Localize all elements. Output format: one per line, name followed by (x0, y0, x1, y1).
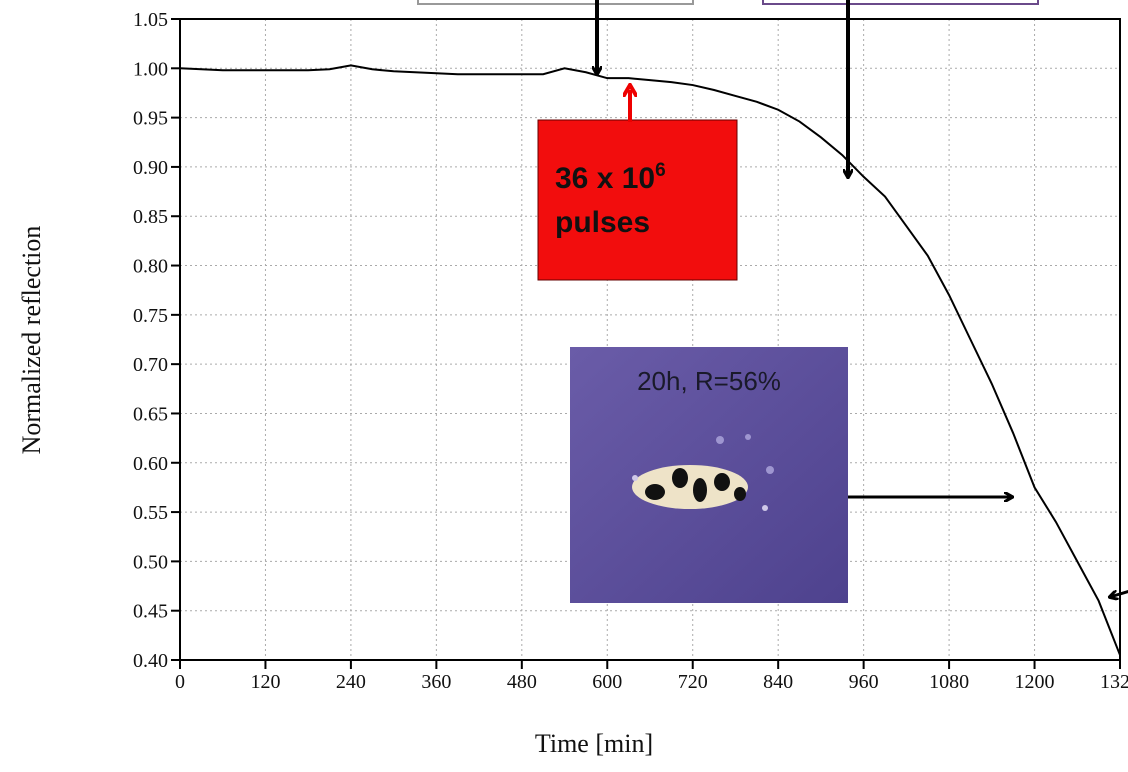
y-tick-label: 0.55 (133, 502, 168, 524)
annotation-box (537, 119, 738, 281)
x-tick-label: 480 (507, 671, 537, 693)
inset-spot (632, 434, 774, 511)
x-tick-label: 960 (849, 671, 879, 693)
x-tick-label: 240 (336, 671, 366, 693)
y-tick-label: 0.40 (133, 650, 168, 672)
inset-caption: 20h, R=56% (637, 366, 781, 396)
x-tick-label: 720 (678, 671, 708, 693)
y-axis-title: Normalized reflection (17, 226, 46, 455)
x-tick-label: 120 (250, 671, 280, 693)
x-tick-label: 840 (763, 671, 793, 693)
y-tick-label: 0.95 (133, 108, 168, 130)
y-tick-label: 0.45 (133, 601, 168, 623)
plot (179, 64, 1121, 656)
y-tick-label: 0.70 (133, 354, 168, 376)
cut-box (762, 0, 1039, 5)
y-tick-label: 1.00 (133, 58, 168, 80)
cut-box (417, 0, 694, 5)
y-tick-label: 0.60 (133, 453, 168, 475)
plot-frame (179, 18, 1121, 661)
annotation-text: pulses (555, 206, 650, 239)
data-line (179, 64, 1121, 656)
y-tick-label: 0.65 (133, 403, 168, 425)
x-tick-label: 360 (421, 671, 451, 693)
annotation-text: 36 x 10 (555, 162, 655, 195)
arrow (1110, 588, 1128, 597)
x-tick-label: 0 (175, 671, 185, 693)
annotation-text: 36 x 106 (555, 160, 666, 195)
y-tick-label: 0.85 (133, 206, 168, 228)
y-tick-label: 0.50 (133, 551, 168, 573)
y-tick-label: 0.90 (133, 157, 168, 179)
annotation-exponent: 6 (655, 160, 666, 181)
x-tick-label: 1080 (929, 671, 969, 693)
y-tick-label: 0.75 (133, 305, 168, 327)
x-tick-label: 600 (592, 671, 622, 693)
x-tick-label: 1200 (1015, 671, 1055, 693)
x-axis-title: Time [min] (535, 729, 653, 758)
y-tick-label: 1.05 (133, 9, 168, 31)
y-tick-label: 0.80 (133, 256, 168, 278)
